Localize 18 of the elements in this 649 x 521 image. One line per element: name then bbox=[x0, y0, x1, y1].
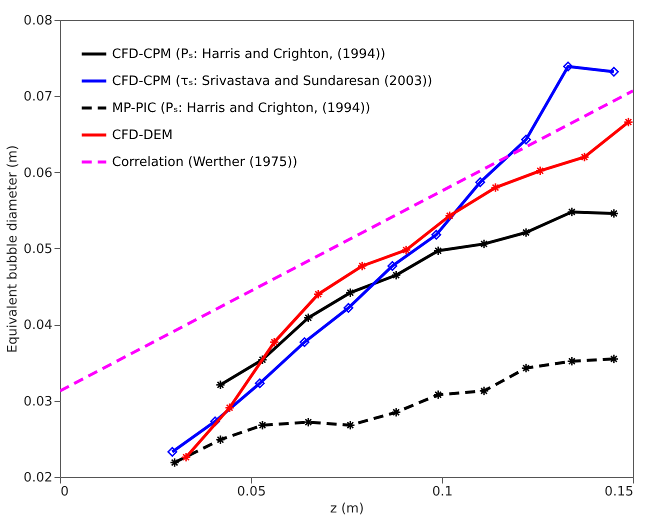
x-tick-label: 0 bbox=[60, 484, 69, 500]
legend-label: MP-PIC (Pₛ: Harris and Crighton, (1994)) bbox=[112, 101, 370, 116]
x-tick-label: 0.15 bbox=[604, 484, 634, 500]
legend-label: CFD-CPM (Pₛ: Harris and Crighton, (1994)) bbox=[112, 47, 386, 62]
legend-label: Correlation (Werther (1975)) bbox=[112, 155, 298, 170]
y-tick-label: 0.03 bbox=[24, 394, 52, 410]
y-tick-label: 0.06 bbox=[24, 166, 52, 181]
legend-label: CFD-DEM bbox=[112, 128, 173, 143]
y-tick-label: 0.05 bbox=[24, 242, 52, 257]
y-tick-label: 0.02 bbox=[24, 470, 52, 486]
y-tick-label: 0.07 bbox=[24, 90, 52, 105]
x-tick-label: 0.05 bbox=[237, 484, 266, 500]
x-axis-title: z (m) bbox=[330, 502, 364, 516]
y-tick-label: 0.08 bbox=[24, 14, 52, 28]
x-tick-label: 0.1 bbox=[432, 484, 453, 500]
legend-label: CFD-CPM (τₛ: Srivastava and Sundaresan (2003)) bbox=[112, 74, 432, 89]
y-axis-title: Equivalent bubble diameter (m) bbox=[6, 145, 21, 353]
y-tick-label: 0.04 bbox=[24, 318, 52, 334]
